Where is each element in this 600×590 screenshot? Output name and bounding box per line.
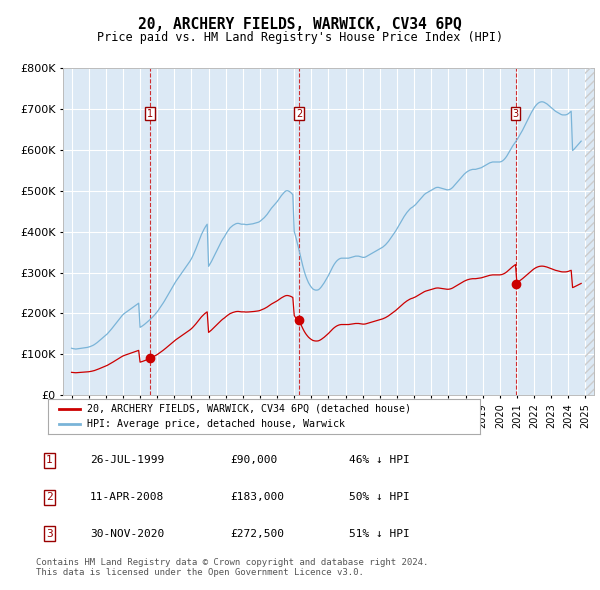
- Text: £183,000: £183,000: [230, 492, 284, 502]
- Text: 51% ↓ HPI: 51% ↓ HPI: [349, 529, 410, 539]
- Bar: [586, 68, 594, 395]
- Text: £90,000: £90,000: [230, 455, 278, 466]
- Text: 2: 2: [296, 109, 302, 119]
- Text: Price paid vs. HM Land Registry's House Price Index (HPI): Price paid vs. HM Land Registry's House …: [97, 31, 503, 44]
- Text: 11-APR-2008: 11-APR-2008: [90, 492, 164, 502]
- Text: 2: 2: [46, 492, 53, 502]
- Text: 3: 3: [46, 529, 53, 539]
- Text: HPI: Average price, detached house, Warwick: HPI: Average price, detached house, Warw…: [87, 419, 345, 430]
- Text: 26-JUL-1999: 26-JUL-1999: [90, 455, 164, 466]
- Text: 50% ↓ HPI: 50% ↓ HPI: [349, 492, 410, 502]
- Text: 1: 1: [147, 109, 153, 119]
- Text: 30-NOV-2020: 30-NOV-2020: [90, 529, 164, 539]
- Text: Contains HM Land Registry data © Crown copyright and database right 2024.
This d: Contains HM Land Registry data © Crown c…: [36, 558, 428, 577]
- Text: 3: 3: [512, 109, 518, 119]
- Text: 46% ↓ HPI: 46% ↓ HPI: [349, 455, 410, 466]
- Text: 20, ARCHERY FIELDS, WARWICK, CV34 6PQ: 20, ARCHERY FIELDS, WARWICK, CV34 6PQ: [138, 17, 462, 31]
- Text: £272,500: £272,500: [230, 529, 284, 539]
- Text: 1: 1: [46, 455, 53, 466]
- Text: 20, ARCHERY FIELDS, WARWICK, CV34 6PQ (detached house): 20, ARCHERY FIELDS, WARWICK, CV34 6PQ (d…: [87, 404, 411, 414]
